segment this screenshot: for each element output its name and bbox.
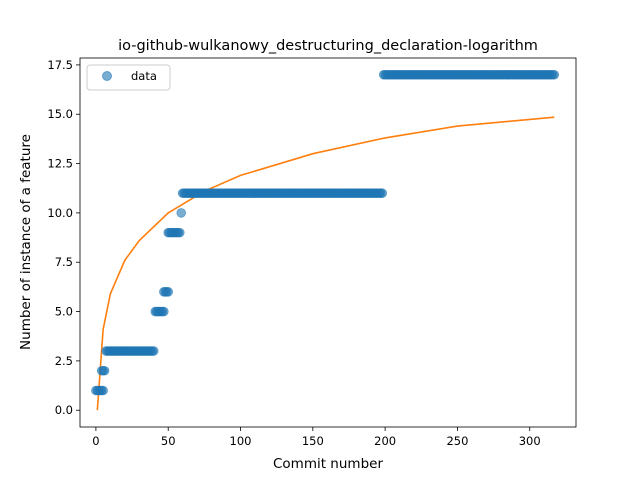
legend-marker-data	[102, 71, 112, 81]
x-axis-ticks: 0 50 100 150 200 250 300	[92, 427, 541, 448]
x-axis-label: Commit number	[273, 456, 383, 472]
legend-box	[86, 64, 171, 91]
x-tick-label: 250	[446, 434, 468, 448]
x-tick-label: 300	[519, 434, 541, 448]
axes-frame	[79, 57, 577, 428]
fit-line	[96, 116, 555, 411]
y-tick-label: 10.0	[47, 206, 73, 220]
x-tick-label: 100	[230, 434, 252, 448]
y-tick-label: 5.0	[55, 305, 73, 319]
y-tick-label: 17.5	[47, 58, 73, 72]
data-point	[176, 208, 187, 218]
y-axis-label: Number of instance of a feature	[18, 134, 34, 350]
chart-title: io-github-wulkanowy_destructuring_declar…	[118, 38, 538, 54]
y-tick-label: 2.5	[55, 354, 73, 368]
y-axis-ticks: 0.0 2.5 5.0 7.5 10.0 12.5 15.0 17.5	[47, 58, 80, 417]
data-point	[159, 306, 169, 317]
y-tick-label: 15.0	[47, 107, 73, 121]
x-tick-label: 150	[302, 434, 324, 448]
data-point	[98, 385, 108, 396]
legend-label-data: data	[131, 69, 157, 83]
plot-area	[79, 57, 577, 428]
fit-line-layer	[96, 116, 555, 411]
x-tick-label: 0	[92, 434, 99, 448]
data-point	[99, 365, 110, 376]
scatter-points-layer	[91, 69, 560, 396]
data-point	[549, 69, 560, 80]
y-tick-label: 0.0	[55, 403, 73, 417]
data-point	[163, 287, 174, 297]
y-tick-label: 7.5	[55, 255, 73, 269]
legend: data	[86, 64, 171, 91]
data-point	[148, 346, 159, 356]
x-tick-label: 200	[374, 434, 396, 448]
data-point	[174, 227, 185, 238]
x-tick-label: 50	[161, 434, 176, 448]
y-tick-label: 12.5	[47, 157, 73, 171]
data-point	[377, 188, 388, 198]
